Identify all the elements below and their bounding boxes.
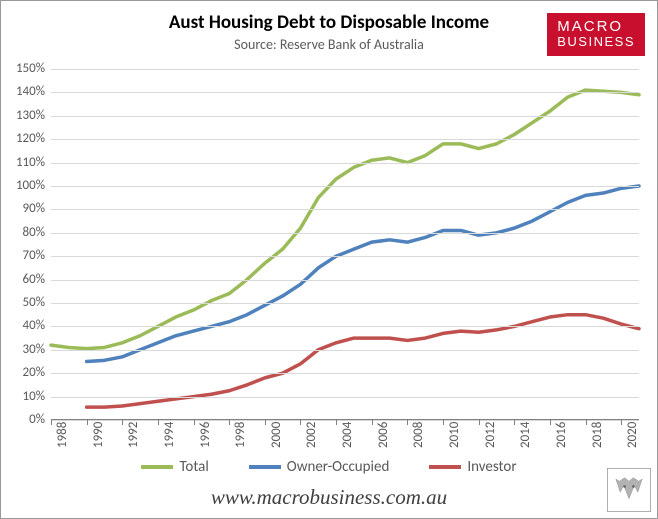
y-tick-label: 150% <box>5 61 45 76</box>
y-tick-label: 110% <box>5 155 45 170</box>
plot-area: 0%10%20%30%40%50%60%70%80%90%100%110%120… <box>51 69 639 420</box>
x-tick-label: 1998 <box>233 422 248 448</box>
x-tick-label: 2000 <box>269 422 284 448</box>
y-tick-label: 100% <box>5 178 45 193</box>
chart-svg <box>51 69 639 420</box>
logo-line1: MACRO <box>557 19 635 35</box>
series-total <box>51 90 639 349</box>
x-tick-label: 2016 <box>554 422 569 448</box>
x-tick-label: 1996 <box>198 422 213 448</box>
legend-item: Investor <box>429 458 516 476</box>
x-tick-label: 1990 <box>91 422 106 448</box>
y-tick-label: 80% <box>5 225 45 240</box>
x-tick-label: 1988 <box>55 422 70 448</box>
y-tick-label: 70% <box>5 248 45 263</box>
legend-swatch <box>429 465 461 469</box>
legend-swatch <box>249 465 281 469</box>
legend-item: Owner-Occupied <box>249 458 390 476</box>
series-owner-occupied <box>87 186 639 362</box>
y-tick-label: 60% <box>5 272 45 287</box>
legend-label: Owner-Occupied <box>287 458 390 476</box>
x-tick-label: 2014 <box>518 422 533 448</box>
y-tick-label: 140% <box>5 84 45 99</box>
brand-logo: MACRO BUSINESS <box>547 13 645 56</box>
y-tick-label: 30% <box>5 342 45 357</box>
logo-line2: BUSINESS <box>557 35 635 49</box>
y-tick-label: 10% <box>5 389 45 404</box>
legend-item: Total <box>141 458 208 476</box>
series-investor <box>87 315 639 407</box>
legend-label: Total <box>179 458 208 476</box>
y-tick-label: 120% <box>5 131 45 146</box>
footer-url: www.macrobusiness.com.au <box>1 485 657 510</box>
y-tick-label: 50% <box>5 295 45 310</box>
x-tick-label: 2004 <box>340 422 355 448</box>
x-tick-label: 2010 <box>447 422 462 448</box>
y-tick-label: 40% <box>5 318 45 333</box>
y-tick-label: 90% <box>5 201 45 216</box>
legend-label: Investor <box>467 458 516 476</box>
legend: Total Owner-Occupied Investor <box>1 458 657 476</box>
x-tick-label: 2018 <box>590 422 605 448</box>
wolf-icon <box>607 468 651 512</box>
legend-swatch <box>141 465 173 469</box>
x-tick-label: 2008 <box>411 422 426 448</box>
x-tick-label: 2020 <box>625 422 640 448</box>
x-tick-label: 1992 <box>126 422 141 448</box>
x-tick-label: 2006 <box>376 422 391 448</box>
x-tick-label: 2002 <box>304 422 319 448</box>
y-tick-label: 20% <box>5 365 45 380</box>
chart-container: Aust Housing Debt to Disposable Income S… <box>0 0 658 519</box>
x-tick-label: 2012 <box>483 422 498 448</box>
x-tick-label: 1994 <box>162 422 177 448</box>
y-tick-label: 130% <box>5 108 45 123</box>
y-tick-label: 0% <box>5 412 45 427</box>
